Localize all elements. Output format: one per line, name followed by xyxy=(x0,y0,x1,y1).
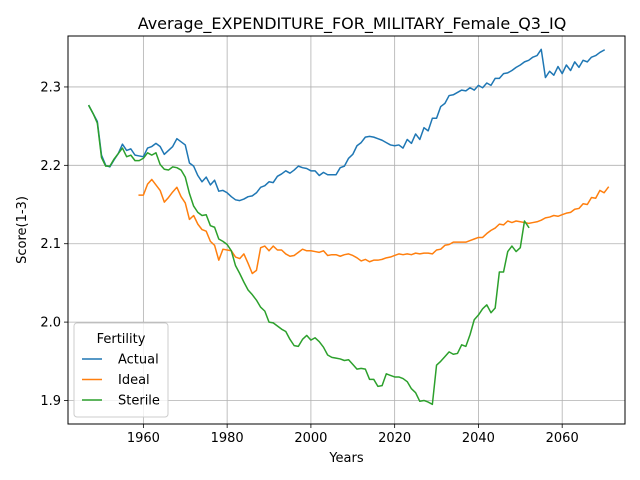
x-tick-label: 2000 xyxy=(294,431,327,446)
y-tick-label: 2.0 xyxy=(40,316,61,331)
series-line-ideal xyxy=(138,178,610,275)
y-tick-label: 2.2 xyxy=(40,159,61,174)
legend: Fertility Actual Ideal Sterile xyxy=(73,322,169,418)
series-lines xyxy=(87,48,610,406)
axis-ticks: 1960 1980 2000 2020 2040 2060 1.9 2.0 2.1 2.2 2.3 xyxy=(40,80,578,446)
x-axis-label: Years xyxy=(328,451,364,466)
x-tick-label: 1980 xyxy=(211,431,244,446)
legend-box xyxy=(73,322,169,418)
grid xyxy=(68,36,625,424)
y-axis-label: Score(1-3) xyxy=(15,196,30,264)
y-tick-label: 2.1 xyxy=(40,237,61,252)
chart-title: Average_EXPENDITURE_FOR_MILITARY_Female_… xyxy=(138,14,567,34)
y-tick-label: 2.3 xyxy=(40,80,61,95)
series-line-actual xyxy=(87,48,606,202)
series-line-sterile xyxy=(87,104,530,406)
x-tick-label: 2020 xyxy=(378,431,411,446)
y-tick-label: 1.9 xyxy=(40,394,61,409)
x-tick-label: 2040 xyxy=(462,431,495,446)
legend-title: Fertility xyxy=(97,332,146,347)
x-tick-label: 1960 xyxy=(127,431,160,446)
legend-label-actual: Actual xyxy=(118,353,159,368)
x-tick-label: 2060 xyxy=(546,431,579,446)
legend-entries: Actual Ideal Sterile xyxy=(82,353,160,409)
legend-label-sterile: Sterile xyxy=(118,394,160,409)
legend-label-ideal: Ideal xyxy=(118,373,150,388)
plot-frame xyxy=(67,35,626,425)
